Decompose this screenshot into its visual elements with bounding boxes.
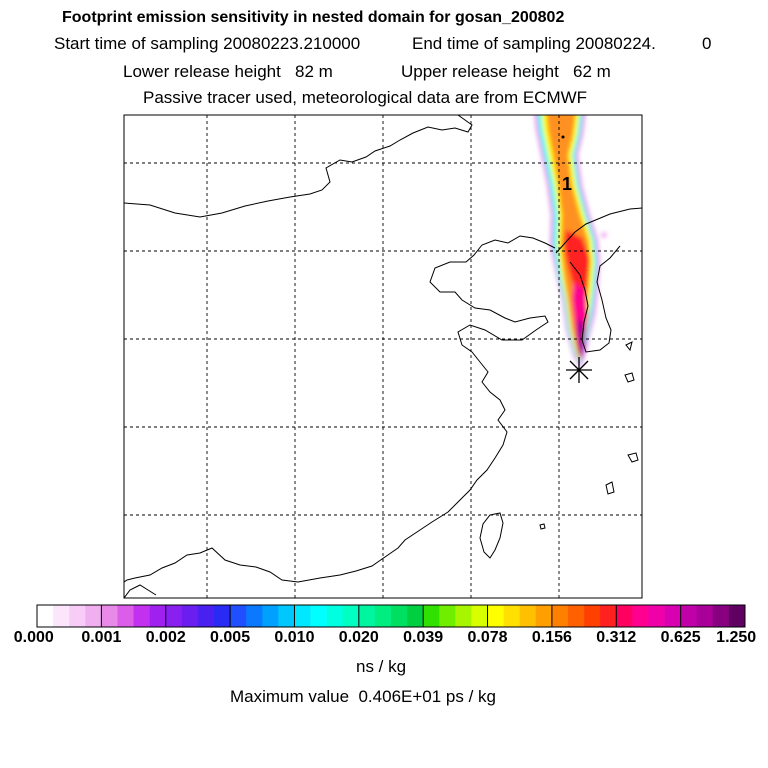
colorbar-cell <box>407 605 424 627</box>
colorbar-tick-label: 0.039 <box>403 629 444 646</box>
plume-band-red <box>564 230 590 300</box>
colorbar-tick-label: 0.312 <box>596 629 637 646</box>
colorbar-tick-label: 0.020 <box>338 629 379 646</box>
colorbar-cell <box>262 605 279 627</box>
colorbar-cell <box>535 605 553 627</box>
colorbar-cell <box>551 605 569 627</box>
colorbar-cell <box>294 605 311 627</box>
plume-fringe-dot <box>601 232 607 238</box>
china-coast <box>124 235 556 583</box>
colorbar-cell <box>616 605 633 627</box>
colorbar-cell <box>648 605 665 627</box>
colorbar-cell <box>342 605 360 627</box>
start-time-label: Start time of sampling 20080223.210000 <box>54 34 361 53</box>
colorbar-cell <box>487 605 504 627</box>
south-coast <box>124 584 157 598</box>
release-point-marker <box>566 357 592 383</box>
colorbar-cell <box>600 605 617 627</box>
colorbar-cell <box>503 605 521 627</box>
colorbar-cell <box>326 605 344 627</box>
colorbar-cell <box>246 605 263 627</box>
coastlines <box>124 115 642 598</box>
colorbar <box>36 604 746 628</box>
colorbar-cell <box>696 605 714 627</box>
colorbar-cell <box>181 605 199 627</box>
colorbar-cell <box>632 605 649 627</box>
colorbar-cell <box>439 605 456 627</box>
northeast-border <box>555 207 642 254</box>
colorbar-tick-label: 0.002 <box>145 629 186 646</box>
colorbar-frame <box>36 604 746 628</box>
colorbar-cell <box>471 605 488 627</box>
colorbar-tick-label: 0.625 <box>660 629 701 646</box>
colorbar-cell <box>133 605 150 627</box>
colorbar-cell <box>584 605 601 627</box>
colorbar-cell <box>278 605 295 627</box>
colorbar-cell <box>117 605 134 627</box>
plume-contour-label: 1 <box>562 174 572 194</box>
colorbar-cell <box>712 605 730 627</box>
japan-islands <box>539 341 639 530</box>
colorbar-cell <box>197 605 215 627</box>
colorbar-cell <box>214 605 231 627</box>
colorbar-cell <box>230 605 247 627</box>
colorbar-cell <box>391 605 408 627</box>
taiwan-coast <box>479 512 504 559</box>
lower-release-height: Lower release height 82 m <box>123 62 333 81</box>
colorbar-cell <box>37 605 54 627</box>
colorbar-cell <box>519 605 537 627</box>
colorbar-cell <box>358 605 376 627</box>
upper-release-height: Upper release height 62 m <box>401 62 611 81</box>
colorbar-cell <box>165 605 183 627</box>
korea-coast <box>569 245 621 353</box>
maximum-value-label: Maximum value 0.406E+01 ps / kg <box>230 687 496 706</box>
colorbar-cell <box>455 605 472 627</box>
colorbar-cell <box>423 605 440 627</box>
colorbar-cell <box>568 605 585 627</box>
plot-title: Footprint emission sensitivity in nested… <box>62 9 565 26</box>
map-grid <box>124 115 642 598</box>
colorbar-cell <box>85 605 102 627</box>
colorbar-tick-label: 0.010 <box>274 629 315 646</box>
colorbar-cell <box>101 605 118 627</box>
colorbar-tick-label: 0.078 <box>467 629 508 646</box>
end-time-label: End time of sampling 20080224. <box>412 34 656 53</box>
colorbar-cell <box>310 605 327 627</box>
colorbar-cell <box>664 605 681 627</box>
colorbar-tick-label: 1.250 <box>716 629 757 646</box>
colorbar-cell <box>53 605 70 627</box>
map-frame <box>123 114 643 599</box>
colorbar-cell <box>680 605 698 627</box>
colorbar-cell <box>374 605 392 627</box>
colorbar-cell <box>728 605 746 627</box>
northern-border <box>124 115 473 218</box>
colorbar-cell <box>69 605 86 627</box>
tracer-info: Passive tracer used, meteorological data… <box>143 88 588 107</box>
colorbar-tick-label: 0.000 <box>13 629 54 646</box>
colorbar-tick-label: 0.001 <box>81 629 122 646</box>
colorbar-tick-label: 0.005 <box>210 629 251 646</box>
colorbar-tick-label: 0.156 <box>531 629 572 646</box>
colorbar-cell <box>149 605 167 627</box>
plume-point-marker <box>561 135 565 139</box>
colorbar-unit: ns / kg <box>356 657 407 676</box>
emission-plume <box>534 115 607 383</box>
end-time-suffix: 0 <box>702 34 712 53</box>
